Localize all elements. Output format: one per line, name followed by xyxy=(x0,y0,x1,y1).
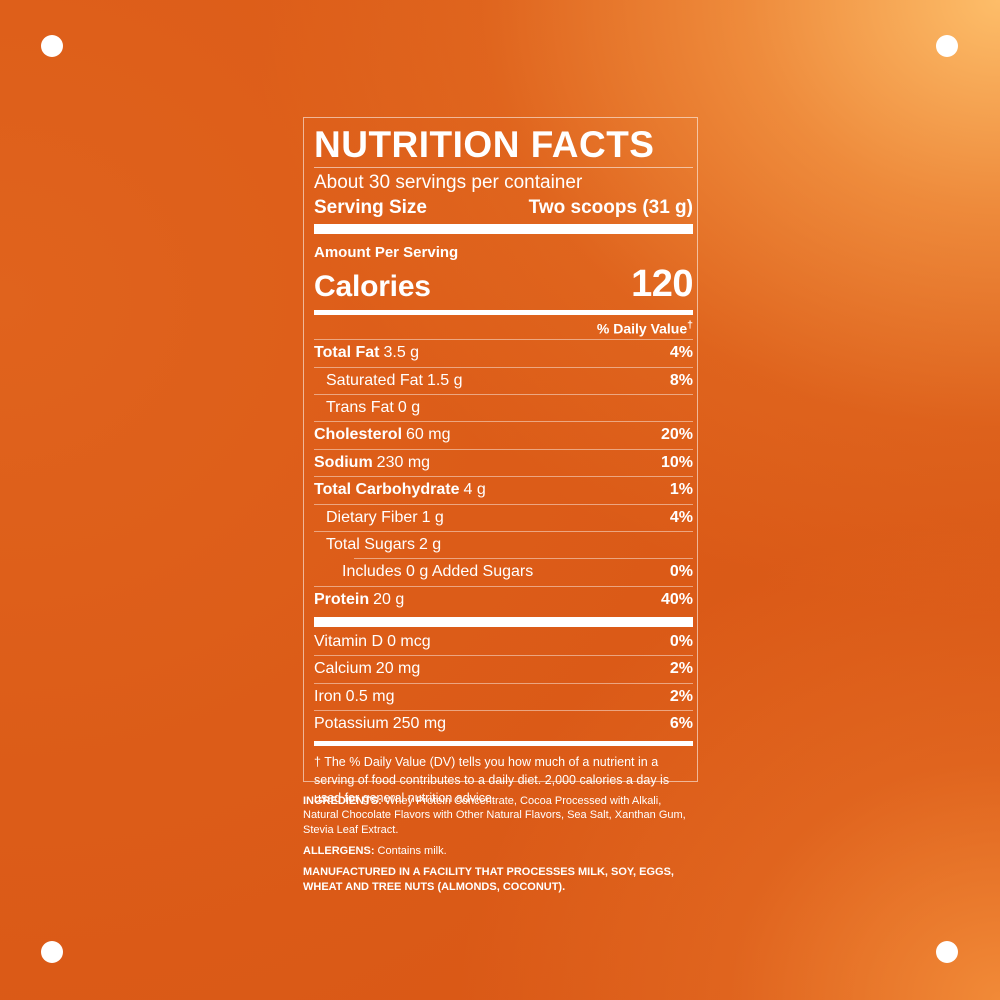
ingredients-text: Whey Protein Concentrate, Cocoa Processe… xyxy=(303,795,686,836)
divider xyxy=(314,655,693,657)
divider-under-title xyxy=(314,167,693,168)
amount-per-serving-label: Amount Per Serving xyxy=(314,243,459,261)
nutrient-row-added-sugars: Includes 0 g Added Sugars 0% xyxy=(314,559,693,585)
daily-value-header-text: % Daily Value xyxy=(596,320,688,337)
ingredients-block: INGREDIENTS: Whey Protein Concentrate, C… xyxy=(303,794,695,895)
nutrient-amount: 230 mg xyxy=(376,453,431,471)
nutrient-name: Total Fat xyxy=(314,344,380,362)
nutrient-row-trans-fat: Trans Fat 0 g xyxy=(314,395,693,421)
calories-row: Calories 120 xyxy=(314,263,693,307)
nutrient-name: Dietary Fiber xyxy=(326,508,418,526)
divider-before-footnote xyxy=(314,740,693,746)
nutrient-daily-value: 40% xyxy=(660,590,693,608)
nutrient-amount: 1 g xyxy=(421,508,444,526)
grommet-hole-bottom-right xyxy=(936,941,958,963)
serving-size-row: Serving Size Two scoops (31 g) xyxy=(314,195,693,220)
nutrient-daily-value: 4% xyxy=(669,508,693,526)
vitamin-amount: 0.5 mg xyxy=(345,687,395,705)
nutrient-daily-value: 10% xyxy=(660,453,693,471)
ingredients-heading: INGREDIENTS: xyxy=(303,795,382,807)
nutrient-amount: 0 g xyxy=(397,398,421,416)
grommet-hole-top-left xyxy=(41,35,63,57)
vitamin-name: Vitamin D xyxy=(314,633,384,651)
vitamin-row-calcium: Calcium 20 mg 2% xyxy=(314,656,693,682)
nutrient-row-total-sugars: Total Sugars 2 g xyxy=(314,532,693,558)
allergens-heading: ALLERGENS: xyxy=(303,844,375,857)
vitamin-row-potassium: Potassium 250 mg 6% xyxy=(314,711,693,737)
calories-label: Calories xyxy=(314,269,431,303)
nutrient-daily-value: 1% xyxy=(669,481,693,499)
vitamin-amount: 250 mg xyxy=(392,715,447,733)
nutrient-amount: 4 g xyxy=(463,481,486,499)
nutrient-row-cholesterol: Cholesterol 60 mg 20% xyxy=(314,422,693,448)
nutrient-amount: 3.5 g xyxy=(383,344,420,362)
divider xyxy=(314,710,693,712)
divider xyxy=(314,682,693,684)
servings-per-container: About 30 servings per container xyxy=(314,172,583,193)
divider xyxy=(314,366,693,368)
nutrient-row-total-fat: Total Fat 3.5 g 4% xyxy=(314,340,693,366)
nutrient-amount: 20 g xyxy=(373,590,405,608)
facility-statement: MANUFACTURED IN A FACILITY THAT PROCESSE… xyxy=(303,866,674,894)
divider-indented xyxy=(354,558,693,560)
daily-value-dagger: † xyxy=(687,318,693,331)
nutrient-name: Total Sugars xyxy=(326,535,415,553)
vitamin-amount: 0 mcg xyxy=(387,633,431,651)
nutrient-name: Total Carbohydrate xyxy=(314,481,460,499)
nutrient-name: Cholesterol xyxy=(314,426,403,444)
nutrient-daily-value: 20% xyxy=(660,426,693,444)
serving-size-label: Serving Size xyxy=(314,196,427,218)
grommet-hole-top-right xyxy=(936,35,958,57)
divider xyxy=(314,448,693,450)
nutrient-name: Includes 0 g Added Sugars xyxy=(342,563,534,581)
nutrient-name: Sodium xyxy=(314,453,373,471)
nutrition-facts-content: NUTRITION FACTS About 30 servings per co… xyxy=(314,120,693,805)
nutrition-facts-panel: NUTRITION FACTS About 30 servings per co… xyxy=(303,117,698,805)
divider xyxy=(314,393,693,395)
divider-after-calories xyxy=(314,309,693,315)
nutrition-facts-title: NUTRITION FACTS xyxy=(314,124,655,165)
ingredients-paragraph: INGREDIENTS: Whey Protein Concentrate, C… xyxy=(303,794,695,837)
divider xyxy=(314,585,693,587)
divider xyxy=(314,530,693,532)
nutrient-row-protein: Protein 20 g 40% xyxy=(314,587,693,613)
vitamin-daily-value: 2% xyxy=(669,660,693,678)
divider-above-nutrients xyxy=(314,339,693,341)
divider-thick-after-protein xyxy=(314,617,693,628)
grommet-hole-bottom-left xyxy=(41,941,63,963)
nutrient-row-saturated-fat: Saturated Fat 1.5 g 8% xyxy=(314,368,693,394)
divider-thick-after-serving-size xyxy=(314,223,693,234)
divider xyxy=(314,476,693,478)
vitamin-amount: 20 mg xyxy=(375,660,421,678)
nutrient-daily-value: 4% xyxy=(669,344,693,362)
allergens-paragraph: ALLERGENS: Contains milk. xyxy=(303,844,695,858)
vitamin-name: Potassium xyxy=(314,715,389,733)
nutrient-row-sodium: Sodium 230 mg 10% xyxy=(314,450,693,476)
nutrient-daily-value: 0% xyxy=(669,563,693,581)
vitamin-name: Calcium xyxy=(314,660,372,678)
calories-value: 120 xyxy=(631,262,693,305)
divider xyxy=(314,503,693,505)
serving-size-value: Two scoops (31 g) xyxy=(528,196,693,218)
nutrient-amount: 1.5 g xyxy=(426,371,463,389)
nutrient-name: Saturated Fat xyxy=(326,371,423,389)
nutrient-row-dietary-fiber: Dietary Fiber 1 g 4% xyxy=(314,505,693,531)
allergens-text: Contains milk. xyxy=(374,844,447,857)
nutrient-name: Trans Fat xyxy=(326,398,394,416)
vitamin-row-iron: Iron 0.5 mg 2% xyxy=(314,684,693,710)
nutrient-row-total-carbohydrate: Total Carbohydrate 4 g 1% xyxy=(314,477,693,503)
vitamin-daily-value: 2% xyxy=(669,687,693,705)
vitamin-name: Iron xyxy=(314,687,342,705)
nutrient-amount: 60 mg xyxy=(406,426,451,444)
divider xyxy=(314,421,693,423)
vitamin-daily-value: 6% xyxy=(669,715,693,733)
daily-value-header: % Daily Value† xyxy=(314,316,693,340)
nutrient-name: Protein xyxy=(314,590,370,608)
vitamin-daily-value: 0% xyxy=(669,633,693,651)
daily-value-footnote: † The % Daily Value (DV) tells you how m… xyxy=(314,754,670,805)
nutrient-daily-value: 8% xyxy=(669,371,693,389)
nutrient-amount: 2 g xyxy=(418,535,442,553)
